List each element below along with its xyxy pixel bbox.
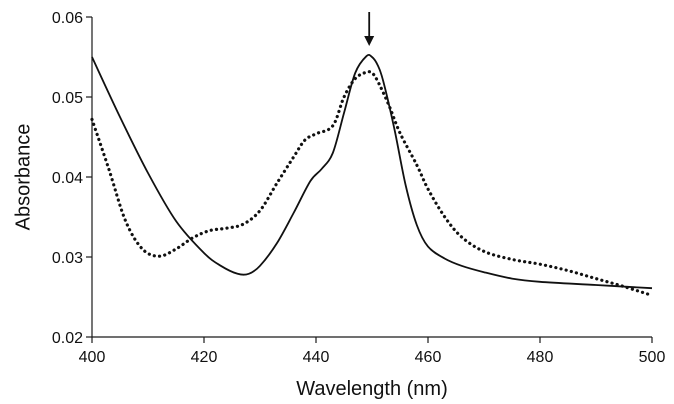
y-tick-label: 0.03: [52, 250, 83, 267]
y-tick-label: 0.02: [52, 330, 83, 347]
x-axis-label: Wavelength (nm): [296, 378, 448, 400]
x-tick-label: 480: [527, 349, 554, 366]
annotations: [364, 12, 375, 46]
x-tick-label: 420: [191, 349, 218, 366]
x-axis-ticks: 400 420 440 460 480 500: [79, 337, 666, 366]
plot-area: 400 420 440 460 480 500 0.02 0.03 0.04 0.05 0.06: [52, 10, 666, 366]
dotted-series-line: [90, 70, 654, 297]
y-axis-ticks: 0.02 0.03 0.04 0.05 0.06: [52, 10, 92, 347]
y-tick-label: 0.05: [52, 90, 83, 107]
solid-series-line: [91, 54, 653, 290]
x-tick-label: 460: [415, 349, 442, 366]
x-tick-label: 400: [79, 349, 106, 366]
peak-arrow-icon: [364, 12, 375, 46]
series-group: [90, 54, 654, 297]
y-tick-label: 0.04: [52, 170, 83, 187]
y-tick-label: 0.06: [52, 10, 83, 27]
x-tick-label: 500: [639, 349, 666, 366]
x-tick-label: 440: [303, 349, 330, 366]
y-axis-label: Absorbance: [12, 124, 34, 231]
